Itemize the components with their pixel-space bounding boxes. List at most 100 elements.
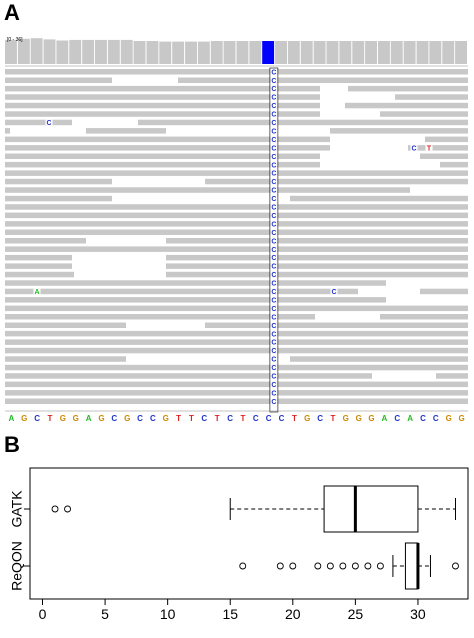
read-segment bbox=[178, 77, 468, 83]
reference-base: C bbox=[394, 414, 400, 423]
variant-base-letter: C bbox=[271, 128, 276, 135]
outlier-point bbox=[326, 562, 334, 570]
variant-cell-bg bbox=[270, 339, 278, 345]
read-segment bbox=[5, 204, 468, 210]
variant-base-letter: C bbox=[271, 399, 276, 406]
coverage-bar bbox=[146, 41, 159, 64]
variant-cell-bg bbox=[270, 305, 278, 312]
coverage-bar bbox=[172, 41, 185, 64]
variant-base-letter: C bbox=[271, 390, 276, 397]
coverage-bar bbox=[403, 41, 416, 64]
read-segment bbox=[5, 161, 320, 168]
x-tick-label: 10 bbox=[160, 606, 176, 622]
reference-base: C bbox=[34, 414, 40, 423]
read-segment bbox=[5, 398, 468, 404]
reference-base: T bbox=[292, 414, 297, 423]
coverage-bar bbox=[236, 41, 249, 64]
variant-cell-bg bbox=[270, 356, 278, 362]
coverage-bar bbox=[352, 41, 365, 64]
reference-base: C bbox=[111, 414, 117, 423]
variant-cell-bg bbox=[270, 221, 278, 227]
variant-cell-bg bbox=[270, 322, 278, 328]
read-segment bbox=[5, 297, 386, 303]
coverage-bar bbox=[120, 39, 133, 64]
read-segment bbox=[5, 77, 112, 83]
reference-base: C bbox=[266, 414, 272, 423]
read-segment bbox=[5, 153, 320, 159]
read-segment bbox=[166, 254, 468, 261]
read-segment bbox=[5, 69, 468, 75]
x-tick-label: 15 bbox=[222, 606, 238, 622]
variant-cell-bg bbox=[270, 204, 278, 210]
reference-base: A bbox=[9, 414, 15, 423]
reference-base: C bbox=[150, 414, 156, 423]
coverage-track bbox=[5, 38, 468, 67]
variant-base-letter: C bbox=[271, 247, 276, 254]
mismatch-bg bbox=[330, 288, 338, 295]
read-segment bbox=[395, 94, 468, 100]
iqr-box bbox=[404, 542, 419, 590]
variant-cell-bg bbox=[270, 136, 278, 143]
coverage-bar bbox=[365, 41, 377, 64]
coverage-bar bbox=[455, 41, 467, 64]
variant-cell-bg bbox=[270, 254, 278, 261]
read-segment bbox=[5, 178, 112, 185]
outlier-point bbox=[351, 562, 359, 570]
variant-base-letter: C bbox=[271, 205, 276, 212]
read-segment bbox=[408, 145, 468, 151]
coverage-bar bbox=[416, 41, 429, 64]
read-segment bbox=[5, 94, 320, 100]
variant-cell-bg bbox=[270, 94, 278, 100]
read-segment bbox=[436, 373, 468, 379]
read-segment bbox=[440, 161, 468, 168]
reference-base: T bbox=[331, 414, 336, 423]
variant-cell-bg bbox=[270, 271, 278, 278]
variant-base-letter: C bbox=[271, 221, 276, 228]
outlier-point bbox=[376, 562, 384, 570]
read-segment bbox=[5, 145, 330, 151]
read-segment bbox=[5, 170, 468, 176]
variant-cell-bg bbox=[270, 364, 278, 371]
reference-base: T bbox=[215, 414, 220, 423]
read-segment bbox=[5, 195, 112, 202]
reads-track bbox=[5, 69, 468, 404]
reference-base: G bbox=[356, 414, 362, 423]
reference-base: C bbox=[420, 414, 426, 423]
variant-base-letter: C bbox=[271, 357, 276, 364]
mismatch-bg bbox=[45, 119, 53, 126]
read-segment bbox=[5, 111, 320, 117]
outlier-point bbox=[364, 562, 372, 570]
mismatch-bg bbox=[33, 288, 41, 295]
reference-base: G bbox=[98, 414, 104, 423]
y-axis: ReQON GATK bbox=[9, 490, 30, 591]
variant-base-letter: C bbox=[271, 179, 276, 186]
read-segment bbox=[5, 364, 468, 371]
read-segment bbox=[5, 229, 468, 235]
variant-base-letter: C bbox=[271, 365, 276, 372]
variant-base-letter: C bbox=[271, 154, 276, 161]
x-tick-label: 20 bbox=[285, 606, 301, 622]
variant-cell-bg bbox=[270, 195, 278, 202]
variant-cell-bg bbox=[270, 246, 278, 252]
reference-base: G bbox=[446, 414, 452, 423]
reference-base: C bbox=[253, 414, 259, 423]
outlier-point bbox=[51, 505, 59, 513]
reference-base: G bbox=[368, 414, 374, 423]
read-segment bbox=[290, 195, 468, 202]
variant-base-letter: C bbox=[271, 95, 276, 102]
read-segment bbox=[5, 381, 468, 388]
variant-base-letter: C bbox=[271, 323, 276, 330]
read-segment bbox=[5, 339, 468, 345]
read-segment bbox=[5, 85, 320, 92]
variant-cell-bg bbox=[270, 102, 278, 109]
coverage-bar bbox=[313, 41, 326, 64]
variant-base-letter: C bbox=[271, 103, 276, 110]
read-segment bbox=[5, 271, 74, 278]
plot-area-frame bbox=[29, 467, 469, 600]
read-segment bbox=[86, 128, 166, 134]
coverage-bar bbox=[43, 39, 56, 64]
variant-base-letter: C bbox=[271, 314, 276, 321]
variant-base-letter: C bbox=[271, 86, 276, 93]
variant-base-letter: C bbox=[271, 112, 276, 119]
